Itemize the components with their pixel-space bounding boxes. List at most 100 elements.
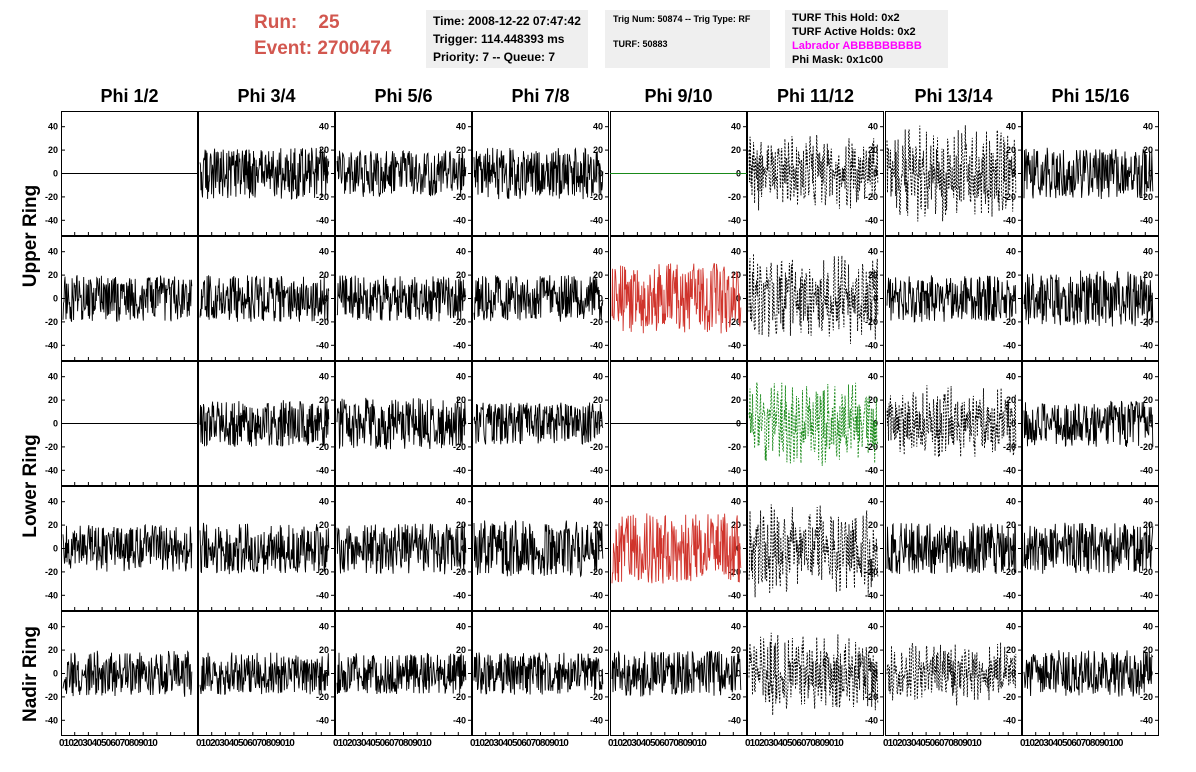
y-tick-label: 40 [1143, 622, 1153, 632]
y-tick-label: 20 [593, 145, 603, 155]
y-tick-label: -40 [865, 215, 878, 225]
y-tick-label: 20 [319, 270, 329, 280]
y-tick-label: -20 [590, 192, 603, 202]
waveform-panel-r3-c2: 40 20 0 -20 -40 [198, 361, 335, 486]
priority-text: Priority: 7 -- Queue: 7 [433, 50, 556, 64]
y-tick-label: 40 [1143, 122, 1153, 132]
waveform-panel-r3-c7: 40 20 0 -20 -40 [885, 361, 1022, 486]
y-tick-label: -20 [865, 192, 878, 202]
y-tick-label: 20 [731, 145, 741, 155]
y-tick-label: -40 [1140, 715, 1153, 725]
waveform-panel-r4-c4: 40 20 0 -20 -40 [472, 486, 609, 611]
y-tick-label: 0 [873, 294, 878, 304]
run-label: Run: [254, 12, 298, 33]
y-tick-label: -40 [865, 715, 878, 725]
y-tick-label: -20 [316, 192, 329, 202]
y-tick-label: 40 [48, 622, 58, 632]
y-tick-label: 20 [593, 270, 603, 280]
y-tick-label: -40 [865, 590, 878, 600]
y-tick-label: -40 [865, 340, 878, 350]
y-tick-label: 0 [53, 419, 58, 429]
y-tick-label: -40 [590, 715, 603, 725]
y-tick-label: -40 [316, 465, 329, 475]
y-tick-label: -20 [1140, 567, 1153, 577]
waveform-trace [748, 632, 879, 716]
waveform-panel-r3-c1: 40 20 0 -20 -40 [45, 361, 198, 486]
waveform-trace [199, 147, 330, 200]
y-tick-label: 20 [1006, 520, 1016, 530]
y-tick-label: 40 [1006, 622, 1016, 632]
waveform-trace [886, 275, 1017, 323]
y-tick-label: 20 [456, 145, 466, 155]
y-tick-label: -20 [1003, 692, 1016, 702]
x-tick-label-run: 010203040506070809010 [196, 738, 295, 749]
y-tick-label: 0 [736, 669, 741, 679]
y-tick-label: -20 [728, 442, 741, 452]
y-tick-label: 0 [873, 669, 878, 679]
run-row: Run: 25 [254, 10, 391, 36]
phi-header-4: Phi 7/8 [511, 86, 570, 106]
y-tick-label: -40 [453, 465, 466, 475]
y-tick-label: -40 [1003, 215, 1016, 225]
y-tick-label: 20 [456, 520, 466, 530]
y-tick-label: 0 [1011, 419, 1016, 429]
y-tick-label: -40 [453, 215, 466, 225]
y-tick-label: -20 [865, 317, 878, 327]
y-tick-label: -40 [316, 590, 329, 600]
run-event-header: Run: 25 Event: 2700474 [254, 10, 391, 62]
waveform-panel-r3-c6: 40 20 0 -20 -40 [747, 361, 884, 486]
trig-num-text: Trig Num: 50874 -- Trig Type: RF [613, 14, 751, 24]
x-tick-label-run: 010203040506070809010 [883, 738, 982, 749]
y-tick-label: -40 [1003, 465, 1016, 475]
y-tick-label: -20 [1003, 317, 1016, 327]
y-tick-label: 20 [319, 520, 329, 530]
waveform-trace [62, 650, 193, 697]
y-tick-label: 40 [868, 497, 878, 507]
y-tick-label: 20 [456, 270, 466, 280]
y-tick-label: 40 [319, 122, 329, 132]
y-tick-label: -20 [728, 692, 741, 702]
y-tick-label: 0 [598, 669, 603, 679]
waveform-panel-r1-c5: 40 20 0 -20 -40 [610, 111, 747, 236]
waveform-trace [199, 652, 330, 695]
y-tick-label: -20 [316, 692, 329, 702]
y-tick-label: -40 [316, 215, 329, 225]
phi-header-6: Phi 11/12 [776, 86, 855, 106]
waveform-panel-r2-c2: 40 20 0 -20 -40 [198, 236, 335, 361]
y-tick-label: 20 [868, 395, 878, 405]
waveform-trace [1023, 522, 1154, 574]
y-tick-label: 40 [456, 497, 466, 507]
y-tick-label: 0 [598, 294, 603, 304]
y-tick-label: 20 [319, 395, 329, 405]
y-tick-label: -40 [728, 590, 741, 600]
y-tick-label: 40 [868, 622, 878, 632]
y-tick-label: -40 [1003, 340, 1016, 350]
event-value: 2700474 [317, 38, 392, 59]
waveform-trace [199, 522, 330, 575]
y-tick-label: 20 [868, 270, 878, 280]
y-tick-label: -40 [590, 465, 603, 475]
y-tick-label: -20 [453, 567, 466, 577]
y-tick-label: -40 [728, 715, 741, 725]
y-tick-label: -40 [45, 590, 58, 600]
y-tick-label: 20 [1143, 270, 1153, 280]
y-tick-label: -20 [45, 192, 58, 202]
y-tick-label: 40 [1006, 497, 1016, 507]
y-tick-label: -40 [316, 715, 329, 725]
y-tick-label: -40 [590, 215, 603, 225]
turf-active-holds-text: TURF Active Holds: 0x2 [792, 26, 916, 38]
y-tick-label: 40 [1143, 247, 1153, 257]
waveform-trace [336, 523, 467, 575]
